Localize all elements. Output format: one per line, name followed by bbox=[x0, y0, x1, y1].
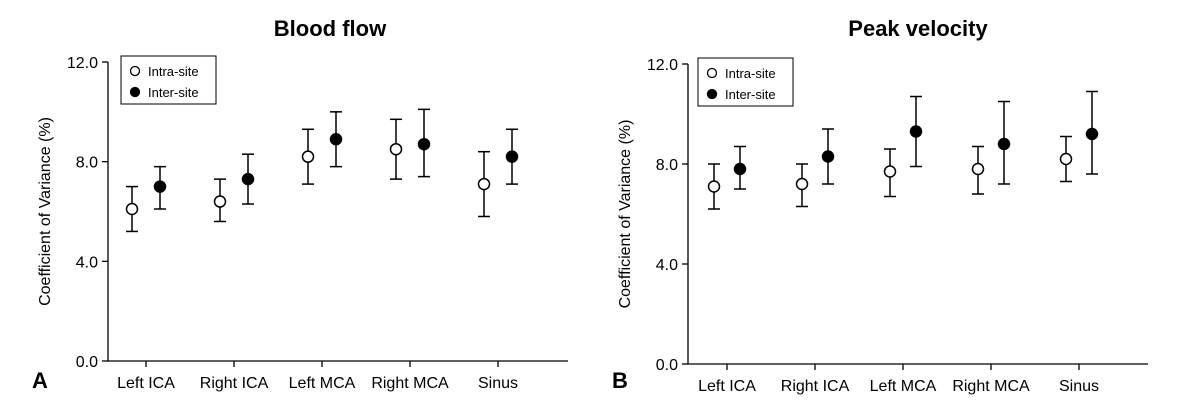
chart-panel-1: Blood flow A 0.0 4.0 8.0 12.0 Coefficient of V… bbox=[32, 16, 568, 393]
x-tick-label: Right MCA bbox=[371, 375, 449, 392]
intra-site-point bbox=[1059, 152, 1073, 166]
inter-site-point bbox=[505, 150, 519, 163]
x-tick-label: Right ICA bbox=[781, 378, 850, 395]
intra-site-point bbox=[389, 142, 403, 156]
inter-site-point bbox=[909, 125, 923, 138]
legend-entry-label: Intra-site bbox=[148, 64, 199, 79]
legend: Intra-site Inter-site bbox=[697, 57, 794, 107]
inter-site-point bbox=[821, 150, 835, 163]
x-tick-label: Right MCA bbox=[952, 378, 1030, 395]
x-tick-label: Sinus bbox=[478, 375, 518, 392]
panel-label: B bbox=[612, 368, 628, 393]
legend-entry-label: Inter-site bbox=[148, 85, 199, 100]
y-tick-label: 0.0 bbox=[656, 357, 678, 374]
chart-panel-2: Peak velocity B 0.0 4.0 8.0 12.0 Coefficient o… bbox=[612, 16, 1148, 395]
legend: Intra-site Inter-site bbox=[120, 55, 217, 105]
x-tick-label: Sinus bbox=[1059, 378, 1099, 395]
intra-site-point bbox=[971, 162, 985, 176]
x-tick-label: Left MCA bbox=[870, 378, 937, 395]
intra-site-point bbox=[301, 150, 315, 163]
y-tick-label: 8.0 bbox=[76, 155, 98, 172]
inter-site-point bbox=[417, 137, 431, 151]
x-tick-label: Left ICA bbox=[698, 378, 756, 395]
inter-site-point bbox=[153, 180, 167, 193]
y-tick-label: 12.0 bbox=[67, 55, 98, 72]
legend-intra-site-marker bbox=[706, 67, 718, 79]
intra-site-point bbox=[477, 177, 491, 191]
y-tick-label: 4.0 bbox=[76, 254, 98, 271]
legend-inter-site-marker bbox=[706, 88, 718, 100]
y-tick-label: 0.0 bbox=[76, 354, 98, 371]
y-tick-label: 4.0 bbox=[656, 257, 678, 274]
legend-intra-site-marker bbox=[129, 65, 141, 77]
intra-site-point bbox=[707, 180, 721, 193]
legend-entry-label: Intra-site bbox=[725, 66, 776, 81]
intra-site-point bbox=[213, 195, 227, 208]
inter-site-point bbox=[329, 132, 343, 146]
y-tick-label: 12.0 bbox=[647, 57, 678, 74]
y-axis-label: Coefficient of Variance (%) bbox=[37, 117, 54, 306]
intra-site-point bbox=[125, 202, 139, 216]
x-tick-label: Left MCA bbox=[289, 375, 356, 392]
inter-site-point bbox=[1085, 127, 1099, 141]
intra-site-point bbox=[883, 165, 897, 178]
x-tick-label: Left ICA bbox=[117, 375, 175, 392]
legend-entry-label: Inter-site bbox=[725, 87, 776, 102]
inter-site-point bbox=[997, 137, 1011, 151]
legend-inter-site-marker bbox=[129, 86, 141, 98]
panel-label: A bbox=[32, 368, 48, 393]
inter-site-point bbox=[733, 162, 747, 176]
chart-title: Blood flow bbox=[274, 16, 387, 41]
y-axis-label: Coefficient of Variance (%) bbox=[617, 120, 634, 309]
y-tick-label: 8.0 bbox=[656, 157, 678, 174]
intra-site-point bbox=[795, 177, 809, 191]
chart-title: Peak velocity bbox=[848, 16, 988, 41]
inter-site-point bbox=[241, 172, 255, 186]
x-tick-label: Right ICA bbox=[200, 375, 269, 392]
